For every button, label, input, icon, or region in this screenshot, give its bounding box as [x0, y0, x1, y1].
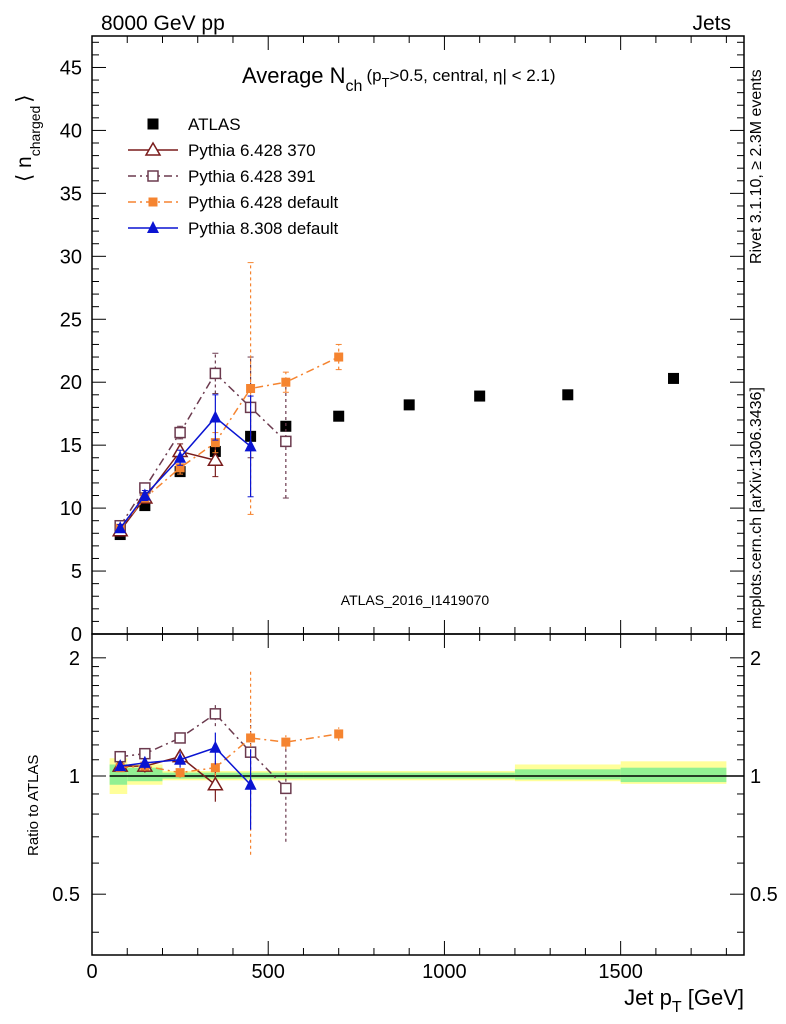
ratio-point	[114, 759, 127, 772]
legend-entry: Pythia 8.308 default	[128, 219, 339, 238]
data-point	[280, 420, 292, 432]
x-tick-label: 0	[86, 961, 97, 983]
chart-title: Average Nch(pT>0.5, central, η| < 2.1)	[242, 63, 556, 95]
data-point	[403, 399, 415, 411]
y-tick-label: 15	[60, 435, 82, 457]
y-tick-label: 40	[60, 120, 82, 142]
data-point	[281, 377, 291, 387]
legend-entry: Pythia 6.428 default	[128, 193, 339, 212]
ratio-point	[210, 763, 220, 773]
legend-marker	[147, 118, 159, 130]
x-tick-label: 500	[252, 961, 285, 983]
x-tick-label: 1000	[422, 961, 467, 983]
legend-label: Pythia 6.428 391	[188, 167, 316, 186]
data-point	[210, 438, 220, 448]
ratio-y-axis-label: Ratio to ATLAS	[25, 755, 42, 856]
legend-marker	[148, 197, 158, 207]
legend: ATLAS Pythia 6.428 370 Pythia 6.428 391 Pyt…	[128, 115, 339, 238]
data-point	[280, 435, 292, 448]
data-point	[246, 384, 256, 394]
data-point	[474, 390, 486, 402]
legend-marker	[144, 141, 162, 156]
ratio-point	[174, 732, 186, 744]
data-point	[209, 410, 222, 423]
ratio-point	[281, 737, 291, 747]
ratio-point	[209, 708, 222, 720]
legend-label: Pythia 6.428 default	[188, 193, 339, 212]
analysis-watermark: ATLAS_2016_I1419070	[341, 592, 490, 608]
ratio-point	[174, 752, 187, 765]
series-line	[119, 356, 340, 529]
ratio-panel: 0 500 1000 1500 0.5 0.5 1 1 2 2	[52, 633, 778, 983]
data-point	[174, 426, 186, 439]
ratio-tick-label: 1	[69, 766, 80, 788]
ratio-frame	[91, 633, 745, 956]
data-point	[114, 521, 127, 534]
ratio-point	[207, 776, 224, 791]
data-point	[138, 488, 151, 501]
rivet-label: Rivet 3.1.10, ≥ 2.3M events	[748, 69, 765, 264]
y-tick-label: 25	[60, 309, 82, 331]
data-point	[174, 450, 187, 463]
y-tick-label: 45	[60, 57, 82, 79]
ratio-point	[209, 740, 222, 753]
ratio-tick-label: 0.5	[52, 884, 80, 906]
series-4	[114, 394, 257, 534]
y-tick-label: 5	[71, 561, 82, 583]
uncertainty-band-green	[514, 769, 621, 780]
x-axis-label: Jet pT [GeV]	[624, 985, 744, 1016]
series-1	[111, 442, 224, 537]
data-point	[334, 352, 344, 362]
legend-entry: ATLAS	[147, 115, 241, 134]
header-left-label: 8000 GeV pp	[101, 12, 225, 35]
data-point	[668, 372, 680, 384]
data-point	[209, 367, 222, 380]
ratio-series-2	[114, 702, 292, 842]
series-line	[119, 450, 216, 532]
legend-marker	[147, 221, 159, 233]
y-tick-label: 20	[60, 372, 82, 394]
legend-marker	[147, 170, 159, 182]
y-tick-label: 0	[71, 624, 82, 646]
data-point	[333, 410, 345, 422]
legend-entry: Pythia 6.428 391	[128, 167, 316, 186]
main-panel: 0 5 10 15 20 25 30 35 40 45	[60, 35, 745, 955]
y-axis-label: ⟨ ncharged⟩	[13, 94, 43, 182]
uncertainty-band-green	[127, 767, 163, 782]
mcplots-label: mcplots.cern.ch [arXiv:1306.3436]	[748, 387, 765, 629]
ratio-point	[280, 782, 292, 795]
data-point	[175, 463, 185, 473]
data-point	[562, 389, 574, 401]
x-tick-label: 1500	[598, 961, 643, 983]
ratio-point	[334, 729, 344, 739]
legend-entry: Pythia 6.428 370	[128, 141, 316, 160]
ratio-tick-label-right: 1	[750, 766, 761, 788]
data-point	[139, 500, 151, 512]
ratio-tick-label-right: 2	[750, 648, 761, 670]
data-point	[207, 451, 224, 467]
legend-label: ATLAS	[188, 115, 241, 134]
legend-label: Pythia 6.428 370	[188, 141, 316, 160]
data-point	[244, 439, 257, 452]
y-tick-label: 35	[60, 183, 82, 205]
y-tick-label: 30	[60, 246, 82, 268]
legend-label: Pythia 8.308 default	[188, 219, 339, 238]
ratio-tick-label: 2	[69, 648, 80, 670]
uncertainty-band-green	[620, 767, 727, 783]
ratio-point	[138, 755, 151, 768]
ratio-point	[244, 777, 257, 790]
ratio-tick-label-right: 0.5	[750, 884, 778, 906]
ratio-point	[246, 733, 256, 743]
y-tick-label: 10	[60, 498, 82, 520]
ratio-point	[175, 768, 185, 778]
header-right-label: Jets	[692, 12, 731, 35]
ratio-series-4	[114, 732, 257, 830]
